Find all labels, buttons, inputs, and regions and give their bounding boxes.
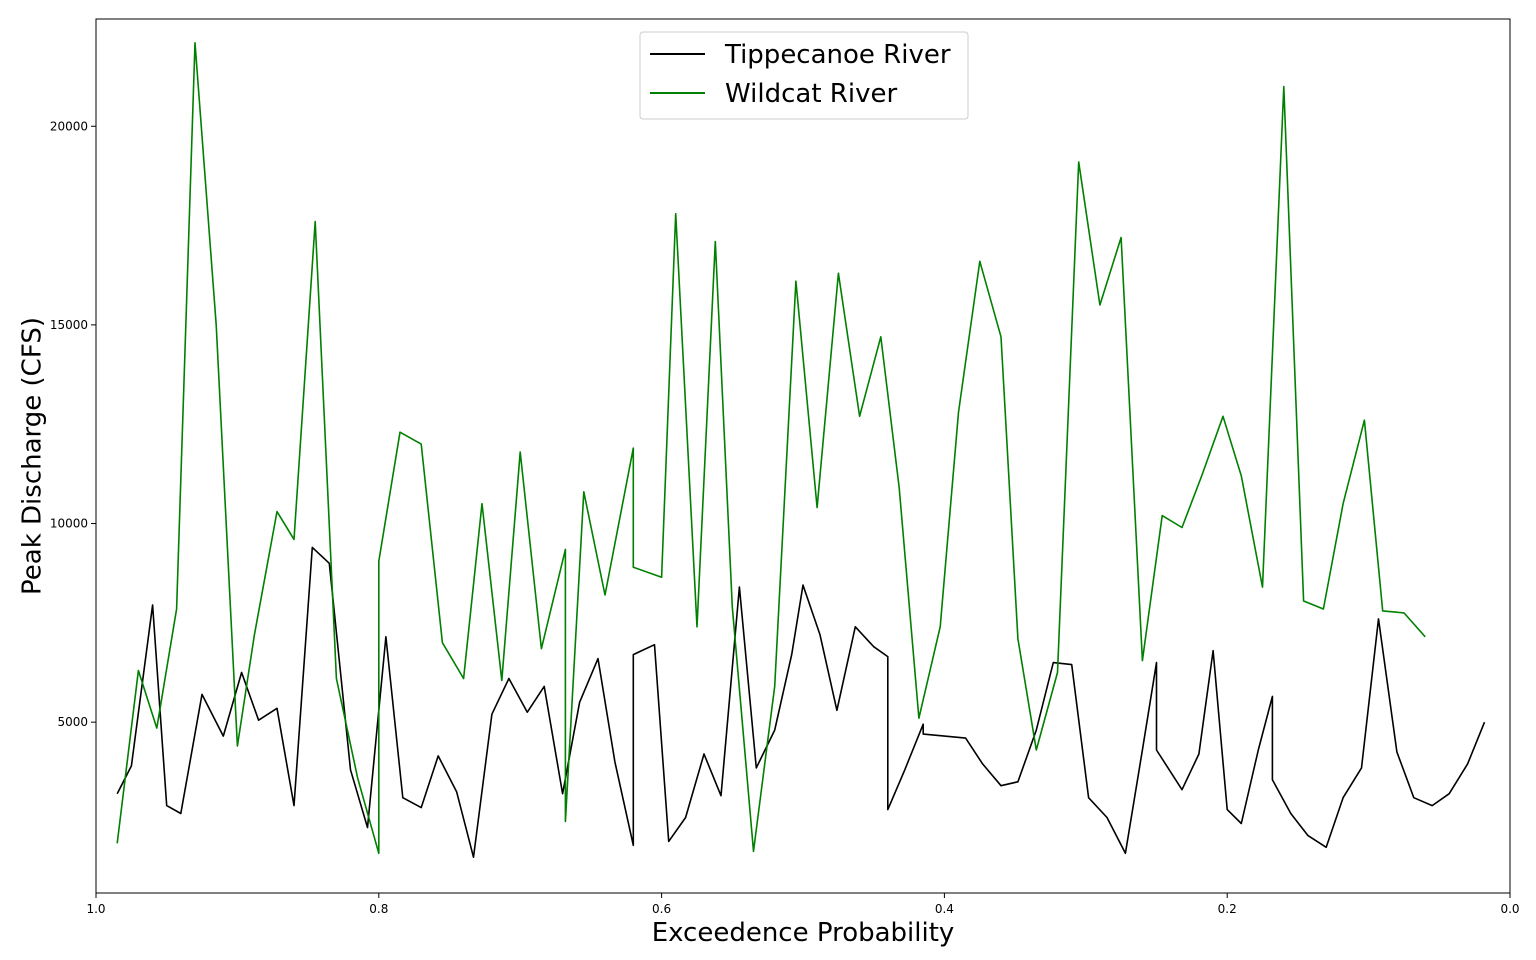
y-tick-label: 15000 (50, 318, 88, 332)
y-axis-label: Peak Discharge (CFS) (18, 317, 48, 595)
x-tick-label: 0.2 (1218, 902, 1237, 916)
y-tick-label: 5000 (57, 715, 88, 729)
series-line-tippecanoe-river (116, 546, 1486, 859)
legend-box (639, 31, 969, 120)
x-tick-label: 0.6 (652, 902, 671, 916)
x-tick-label: 0.4 (935, 902, 954, 916)
x-axis-label: Exceedence Probability (652, 918, 955, 948)
y-tick-label: 10000 (50, 517, 88, 531)
legend-entry-tippecanoe: Tippecanoe River (724, 40, 951, 70)
plot-series (116, 41, 1486, 859)
x-tick-label: 1.0 (86, 902, 105, 916)
plot-frame (95, 18, 1511, 894)
y-tick-label: 20000 (50, 119, 88, 133)
legend: Tippecanoe River Wildcat River (639, 31, 969, 120)
x-axis: 1.0 0.8 0.6 0.4 0.2 0.0 (86, 893, 1520, 916)
legend-entry-wildcat: Wildcat River (725, 79, 897, 109)
x-tick-label: 0.8 (369, 902, 388, 916)
y-axis: 5000 10000 15000 20000 (50, 119, 96, 729)
series-line-wildcat-river (116, 41, 1426, 855)
x-tick-label: 0.0 (1500, 902, 1519, 916)
